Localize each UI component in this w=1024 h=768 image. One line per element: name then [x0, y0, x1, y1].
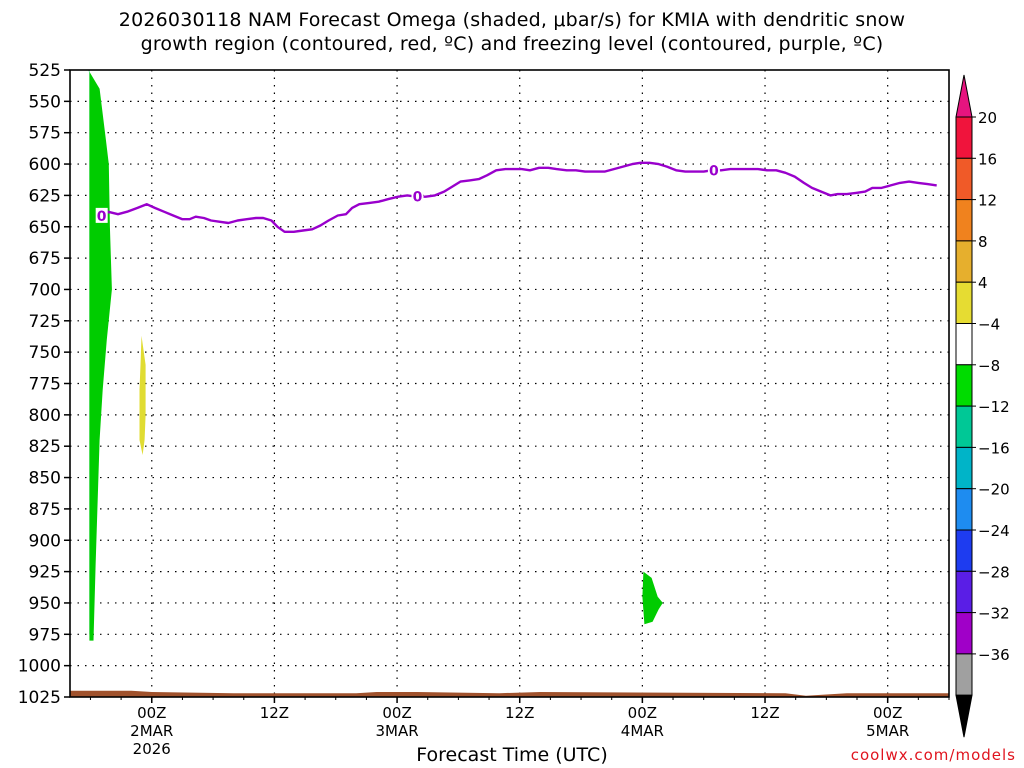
- colorbar-label: −20: [978, 481, 1010, 499]
- colorbar-label: 12: [978, 192, 997, 210]
- y-tick-label: 875: [29, 500, 61, 520]
- y-tick-label: 800: [29, 406, 61, 426]
- colorbar-bottom-arrow: [955, 694, 973, 738]
- y-tick-label: 550: [29, 92, 61, 112]
- x-tick-label: 00Z: [137, 704, 166, 722]
- colorbar-label: 8: [978, 233, 988, 251]
- freezing-level-line: [97, 161, 937, 233]
- x-tick-label: 12Z: [260, 704, 289, 722]
- y-tick-label: 775: [29, 375, 61, 395]
- colorbar-label: −28: [978, 563, 1010, 581]
- plot-frame: [69, 69, 950, 698]
- x-tick-label: 12Z: [750, 704, 779, 722]
- contour-label-bg: [95, 207, 108, 223]
- x-tick-label: 4MAR: [621, 722, 664, 740]
- y-tick-label: 675: [29, 249, 61, 269]
- colorbar-segment: [955, 364, 973, 407]
- y-tick-label: 925: [29, 563, 61, 583]
- chart-title-line-1: 2026030118 NAM Forecast Omega (shaded, μ…: [118, 9, 906, 31]
- y-tick-label: 1025: [18, 688, 61, 708]
- colorbar-segment: [955, 612, 973, 655]
- x-tick-label: 00Z: [628, 704, 657, 722]
- y-tick-label: 900: [29, 531, 61, 551]
- y-tick-label: 950: [29, 594, 61, 614]
- chart-title-line-2: growth region (contoured, red, ºC) and f…: [140, 33, 884, 55]
- credit-link[interactable]: coolwx.com/models: [850, 746, 1016, 764]
- contour-label-bg: [707, 162, 720, 178]
- colorbar-label: −4: [978, 316, 1000, 334]
- y-tick-label: 725: [29, 312, 61, 332]
- omega-shaded-region: [88, 70, 112, 641]
- colorbar-segment: [955, 116, 973, 159]
- colorbar-label: −32: [978, 605, 1010, 623]
- freezing-level-contour-label: 0: [97, 209, 107, 225]
- colorbar-label: −24: [978, 522, 1010, 540]
- y-tick-label: 1000: [18, 657, 61, 677]
- x-tick-label: 2MAR: [130, 722, 173, 740]
- x-axis-label: Forecast Time (UTC): [416, 744, 608, 766]
- x-tick-label: 00Z: [382, 704, 411, 722]
- colorbar-label: −12: [978, 398, 1010, 416]
- colorbar-segment: [955, 488, 973, 531]
- y-tick-label: 825: [29, 437, 61, 457]
- colorbar-label: 4: [978, 274, 988, 292]
- x-tick-label: 5MAR: [866, 722, 909, 740]
- y-tick-label: 700: [29, 280, 61, 300]
- y-tick-label: 575: [29, 124, 61, 144]
- plot-layer: 0 0 0: [70, 70, 949, 697]
- colorbar-segment: [955, 653, 973, 696]
- colorbar-segment: [955, 570, 973, 614]
- colorbar-label: −8: [978, 357, 1000, 375]
- x-tick-label: 00Z: [873, 704, 902, 722]
- colorbar-segment: [955, 199, 973, 242]
- colorbar-top-arrow: [955, 74, 973, 118]
- colorbar-segment: [955, 281, 973, 325]
- colorbar-label: −36: [978, 646, 1010, 664]
- omega-shaded-region: [642, 571, 663, 625]
- x-tick-label: 2026: [133, 740, 171, 758]
- terrain-fill: [70, 690, 949, 697]
- colorbar-segment: [955, 157, 973, 201]
- x-tick-label: 3MAR: [375, 722, 418, 740]
- y-tick-label: 650: [29, 218, 61, 238]
- omega-shaded-region: [139, 335, 146, 455]
- x-tick-label: 12Z: [505, 704, 534, 722]
- y-tick-label: 750: [29, 343, 61, 363]
- colorbar-segment: [955, 323, 973, 366]
- y-tick-label: 525: [29, 61, 61, 81]
- freezing-level-contour-label: 0: [709, 163, 719, 179]
- colorbar-label: 20: [978, 109, 997, 127]
- colorbar-segment: [955, 446, 973, 490]
- contour-label-bg: [411, 188, 424, 204]
- colorbar-segment: [955, 529, 973, 572]
- y-tick-label: 850: [29, 469, 61, 489]
- colorbar-label: 16: [978, 150, 997, 168]
- y-tick-label: 625: [29, 186, 61, 206]
- colorbar-segment: [955, 405, 973, 448]
- colorbar-segment: [955, 240, 973, 283]
- freezing-level-contour-label: 0: [413, 190, 423, 206]
- y-tick-label: 975: [29, 625, 61, 645]
- y-tick-label: 600: [29, 155, 61, 175]
- colorbar-label: −16: [978, 439, 1010, 457]
